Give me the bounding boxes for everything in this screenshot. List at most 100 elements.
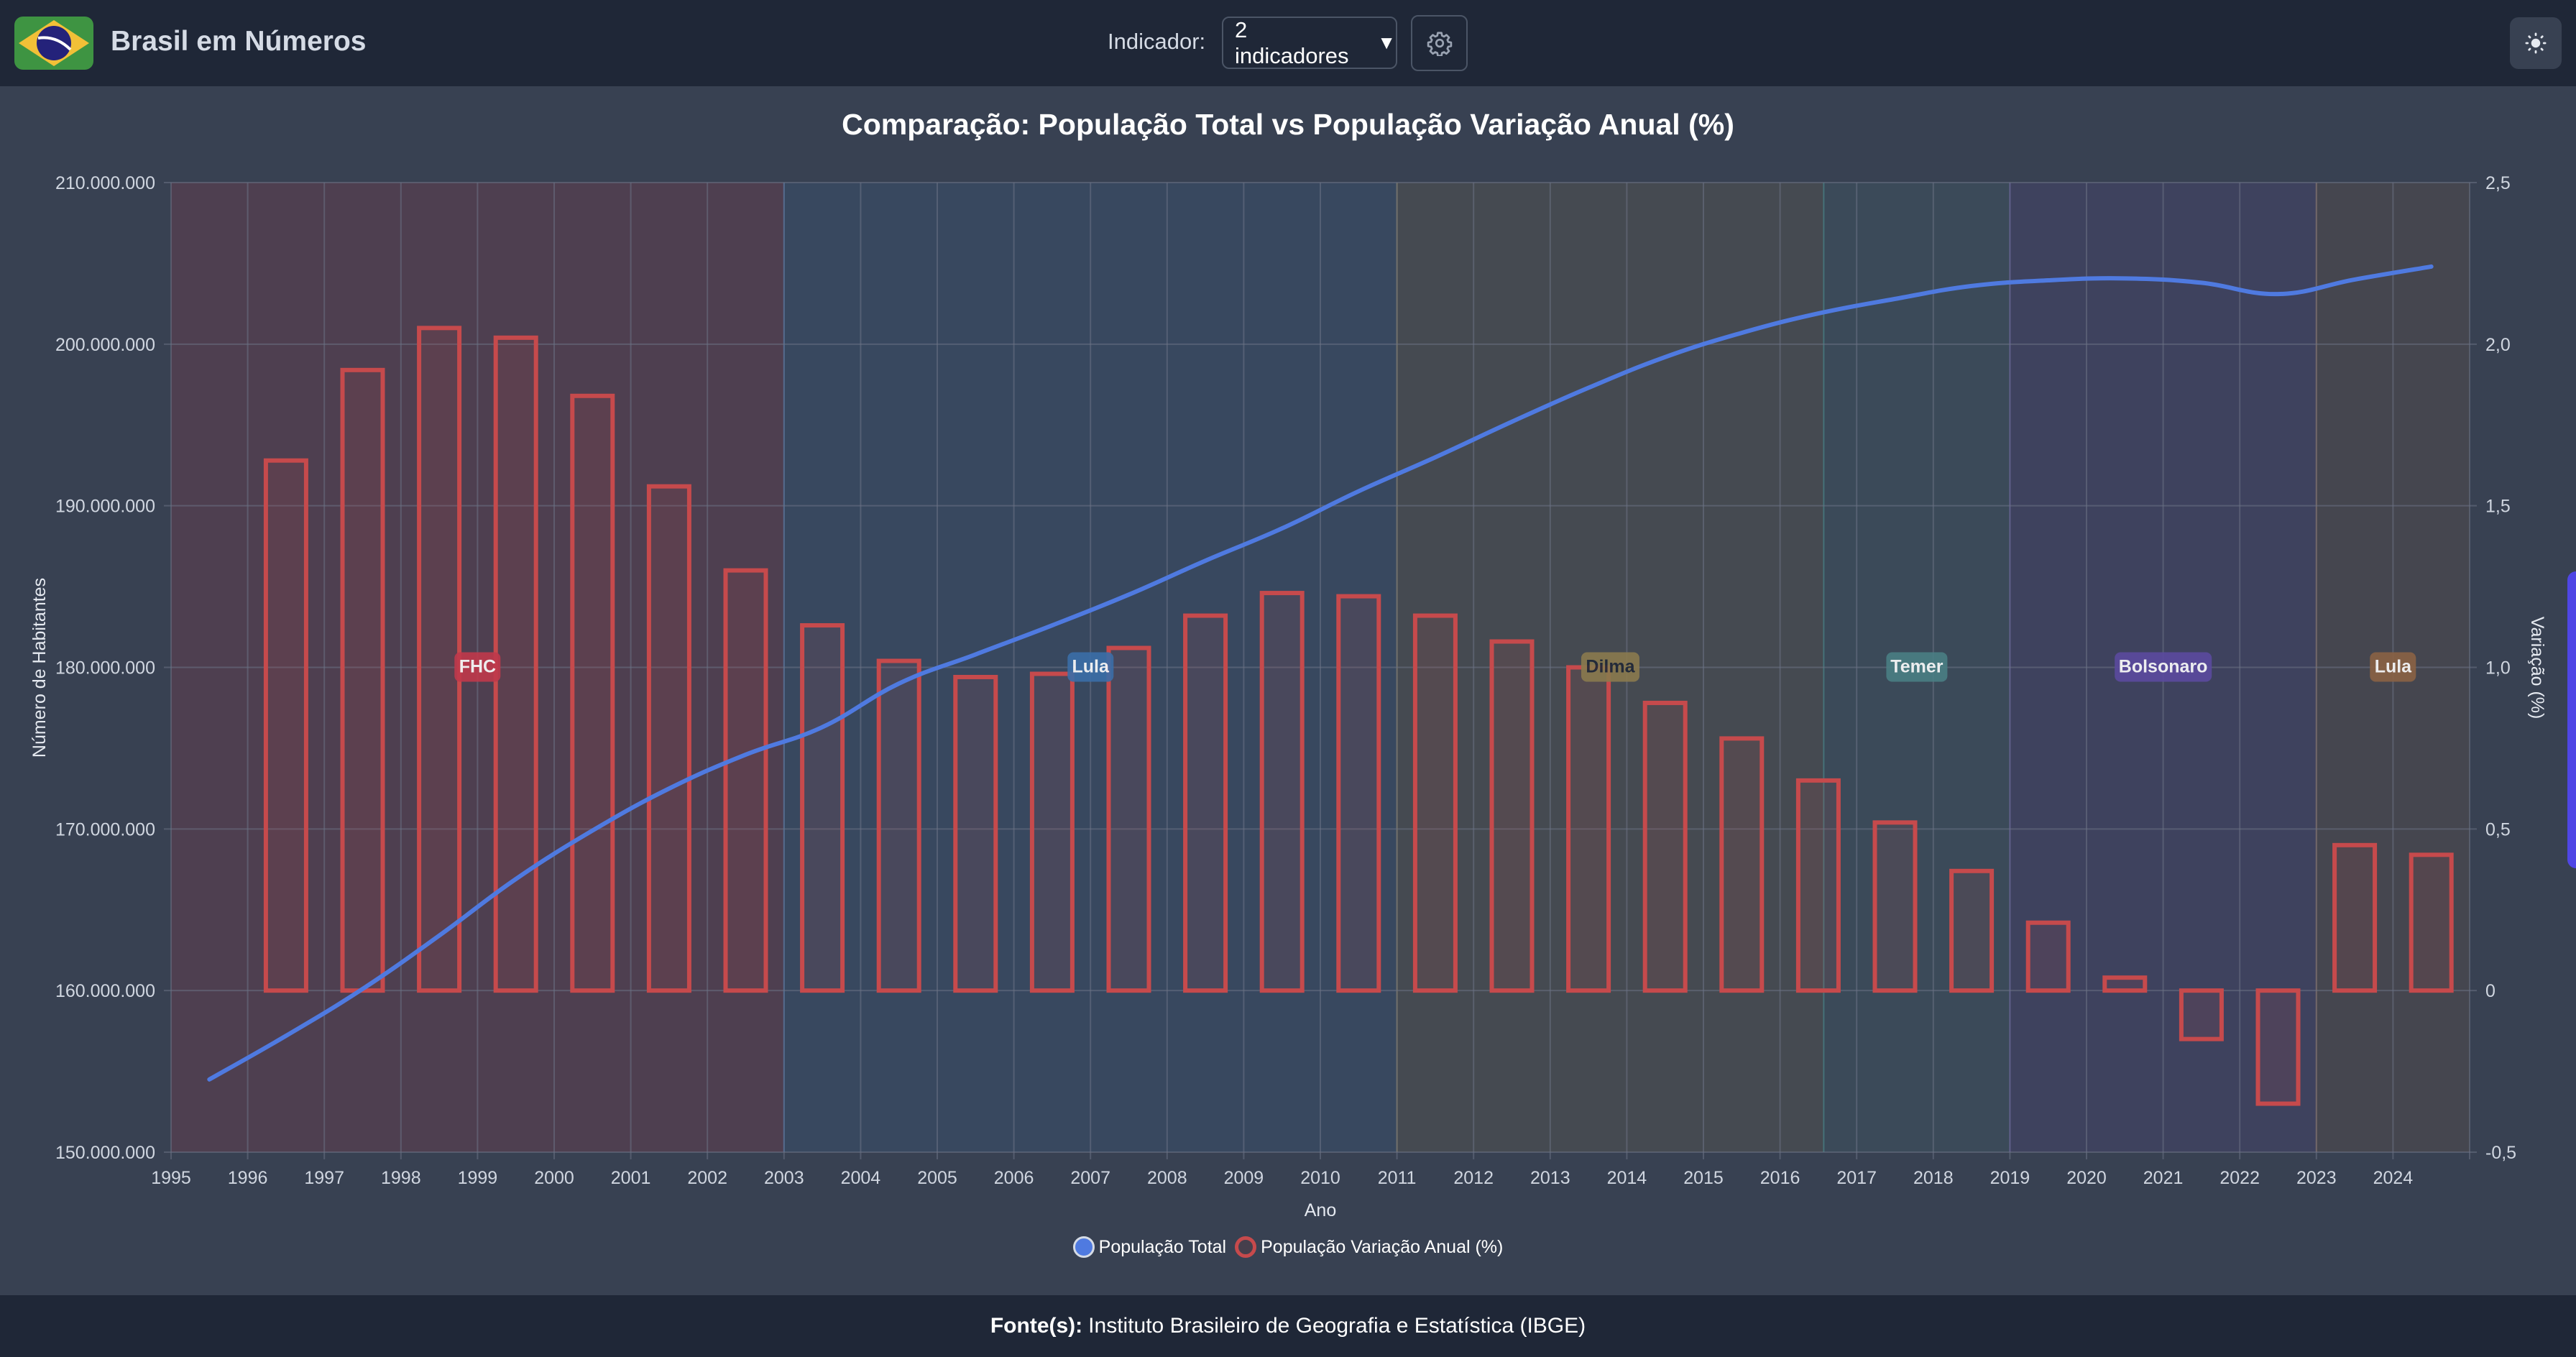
footer: Fonte(s): Instituto Brasileiro de Geogra… xyxy=(0,1295,2576,1357)
x-tick-label: 2012 xyxy=(1453,1168,1494,1188)
bar-variation xyxy=(800,623,845,993)
chart-title: Comparação: População Total vs População… xyxy=(842,108,1734,141)
indicator-label: Indicador: xyxy=(1108,29,1206,54)
y-left-tick-label: 150.000.000 xyxy=(55,1143,155,1163)
y-left-tick-label: 200.000.000 xyxy=(55,335,155,355)
bar-variation xyxy=(417,326,462,993)
bar-variation xyxy=(2409,852,2454,993)
bar-variation xyxy=(2332,842,2378,993)
x-tick-label: 2017 xyxy=(1836,1168,1877,1188)
x-tick-label: 1995 xyxy=(151,1168,191,1188)
legend-swatch-line xyxy=(1072,1236,1095,1258)
y-right-tick-label: 2,0 xyxy=(2485,335,2511,355)
legend-label: População Total xyxy=(1098,1236,1227,1257)
y-axis-left-title: Número de Habitantes xyxy=(29,578,50,758)
x-tick-label: 2004 xyxy=(841,1168,881,1188)
bar-variation xyxy=(1489,639,1535,993)
bar-variation xyxy=(1872,820,1918,993)
bar-variation xyxy=(2179,988,2224,1041)
brazil-flag-icon xyxy=(14,17,93,70)
x-tick-label: 2024 xyxy=(2373,1168,2414,1188)
period-label: Bolsonaro xyxy=(2114,652,2212,682)
settings-button[interactable] xyxy=(1411,15,1468,71)
x-tick-label: 2018 xyxy=(1913,1168,1954,1188)
x-tick-label: 2021 xyxy=(2143,1168,2184,1188)
y-right-tick-label: 0 xyxy=(2485,981,2496,1001)
y-right-tick-label: 1,5 xyxy=(2485,497,2511,517)
legend-item-population-variation[interactable]: População Variação Anual (%) xyxy=(1235,1236,1503,1258)
y-left-tick-label: 190.000.000 xyxy=(55,497,155,517)
x-axis-title: Ano xyxy=(1305,1200,1336,1220)
x-tick-label: 2013 xyxy=(1530,1168,1570,1188)
x-tick-label: 2011 xyxy=(1378,1168,1417,1188)
y-left-tick-label: 160.000.000 xyxy=(55,981,155,1001)
app-header: Brasil em Números Indicador: 2 indicador… xyxy=(0,0,2576,86)
bar-variation xyxy=(1719,736,1765,993)
bar-variation xyxy=(1412,613,1458,993)
x-tick-label: 2002 xyxy=(687,1168,727,1188)
x-tick-label: 2014 xyxy=(1607,1168,1647,1188)
y-axis-right-title: Variação (%) xyxy=(2527,617,2547,719)
period-label: Temer xyxy=(1886,652,1948,682)
x-tick-label: 1997 xyxy=(304,1168,344,1188)
chevron-down-icon: ▼ xyxy=(1377,32,1396,53)
bar-variation xyxy=(1795,778,1841,993)
x-tick-label: 2019 xyxy=(1990,1168,2030,1188)
app-title: Brasil em Números xyxy=(111,26,367,57)
period-label: Lula xyxy=(1067,652,1113,682)
x-tick-label: 1998 xyxy=(381,1168,421,1188)
y-left-tick-label: 210.000.000 xyxy=(55,173,155,193)
bar-variation xyxy=(1106,645,1151,993)
bar-variation xyxy=(2025,920,2071,993)
bar-variation xyxy=(2102,975,2148,993)
indicator-value: 2 indicadores xyxy=(1235,17,1349,68)
footer-source-label: Fonte(s): xyxy=(990,1314,1083,1338)
x-tick-label: 1999 xyxy=(458,1168,498,1188)
bar-variation xyxy=(263,458,308,993)
y-right-tick-label: 0,5 xyxy=(2485,819,2511,840)
x-tick-label: 1996 xyxy=(228,1168,268,1188)
x-tick-label: 2000 xyxy=(534,1168,574,1188)
x-tick-label: 2006 xyxy=(994,1168,1034,1188)
theme-toggle-button[interactable] xyxy=(2510,17,2562,69)
bar-variation xyxy=(1183,613,1228,993)
bar-variation xyxy=(570,393,615,993)
legend-swatch-bar xyxy=(1235,1236,1257,1258)
bar-variation xyxy=(1029,671,1075,993)
x-tick-label: 2010 xyxy=(1300,1168,1340,1188)
bar-variation xyxy=(953,674,998,993)
bar-variation xyxy=(1336,594,1381,993)
sun-icon xyxy=(2525,32,2547,54)
y-left-tick-label: 170.000.000 xyxy=(55,819,155,840)
line-population-total xyxy=(207,264,2434,1082)
x-tick-label: 2008 xyxy=(1147,1168,1187,1188)
x-tick-label: 2009 xyxy=(1224,1168,1264,1188)
x-tick-label: 2016 xyxy=(1760,1168,1800,1188)
indicator-select[interactable]: 2 indicadores ▼ xyxy=(1222,17,1397,69)
x-tick-label: 2003 xyxy=(764,1168,804,1188)
side-panel-handle[interactable] xyxy=(2567,571,2576,868)
bar-variation xyxy=(493,335,538,993)
x-tick-label: 2001 xyxy=(611,1168,651,1188)
chart-legend: População Total População Variação Anual… xyxy=(0,1236,2576,1258)
x-tick-label: 2023 xyxy=(2296,1168,2337,1188)
bar-variation xyxy=(876,658,921,993)
bar-variation xyxy=(1642,700,1688,993)
period-label: FHC xyxy=(454,652,501,682)
x-tick-label: 2005 xyxy=(917,1168,957,1188)
footer-source: Instituto Brasileiro de Geografia e Esta… xyxy=(1088,1314,1586,1338)
bar-variation xyxy=(646,484,691,993)
x-tick-label: 2015 xyxy=(1683,1168,1724,1188)
x-tick-label: 2022 xyxy=(2220,1168,2260,1188)
bar-variation xyxy=(340,367,385,993)
legend-label: População Variação Anual (%) xyxy=(1261,1236,1504,1257)
bar-variation xyxy=(2255,988,2301,1106)
bar-variation xyxy=(1566,665,1611,993)
period-label: Dilma xyxy=(1581,652,1639,682)
period-label: Lula xyxy=(2370,652,2416,682)
y-right-tick-label: -0,5 xyxy=(2485,1143,2516,1163)
y-left-tick-label: 180.000.000 xyxy=(55,658,155,678)
y-right-tick-label: 2,5 xyxy=(2485,173,2511,193)
legend-item-population-total[interactable]: População Total xyxy=(1072,1236,1227,1258)
gear-icon xyxy=(1427,32,1452,56)
